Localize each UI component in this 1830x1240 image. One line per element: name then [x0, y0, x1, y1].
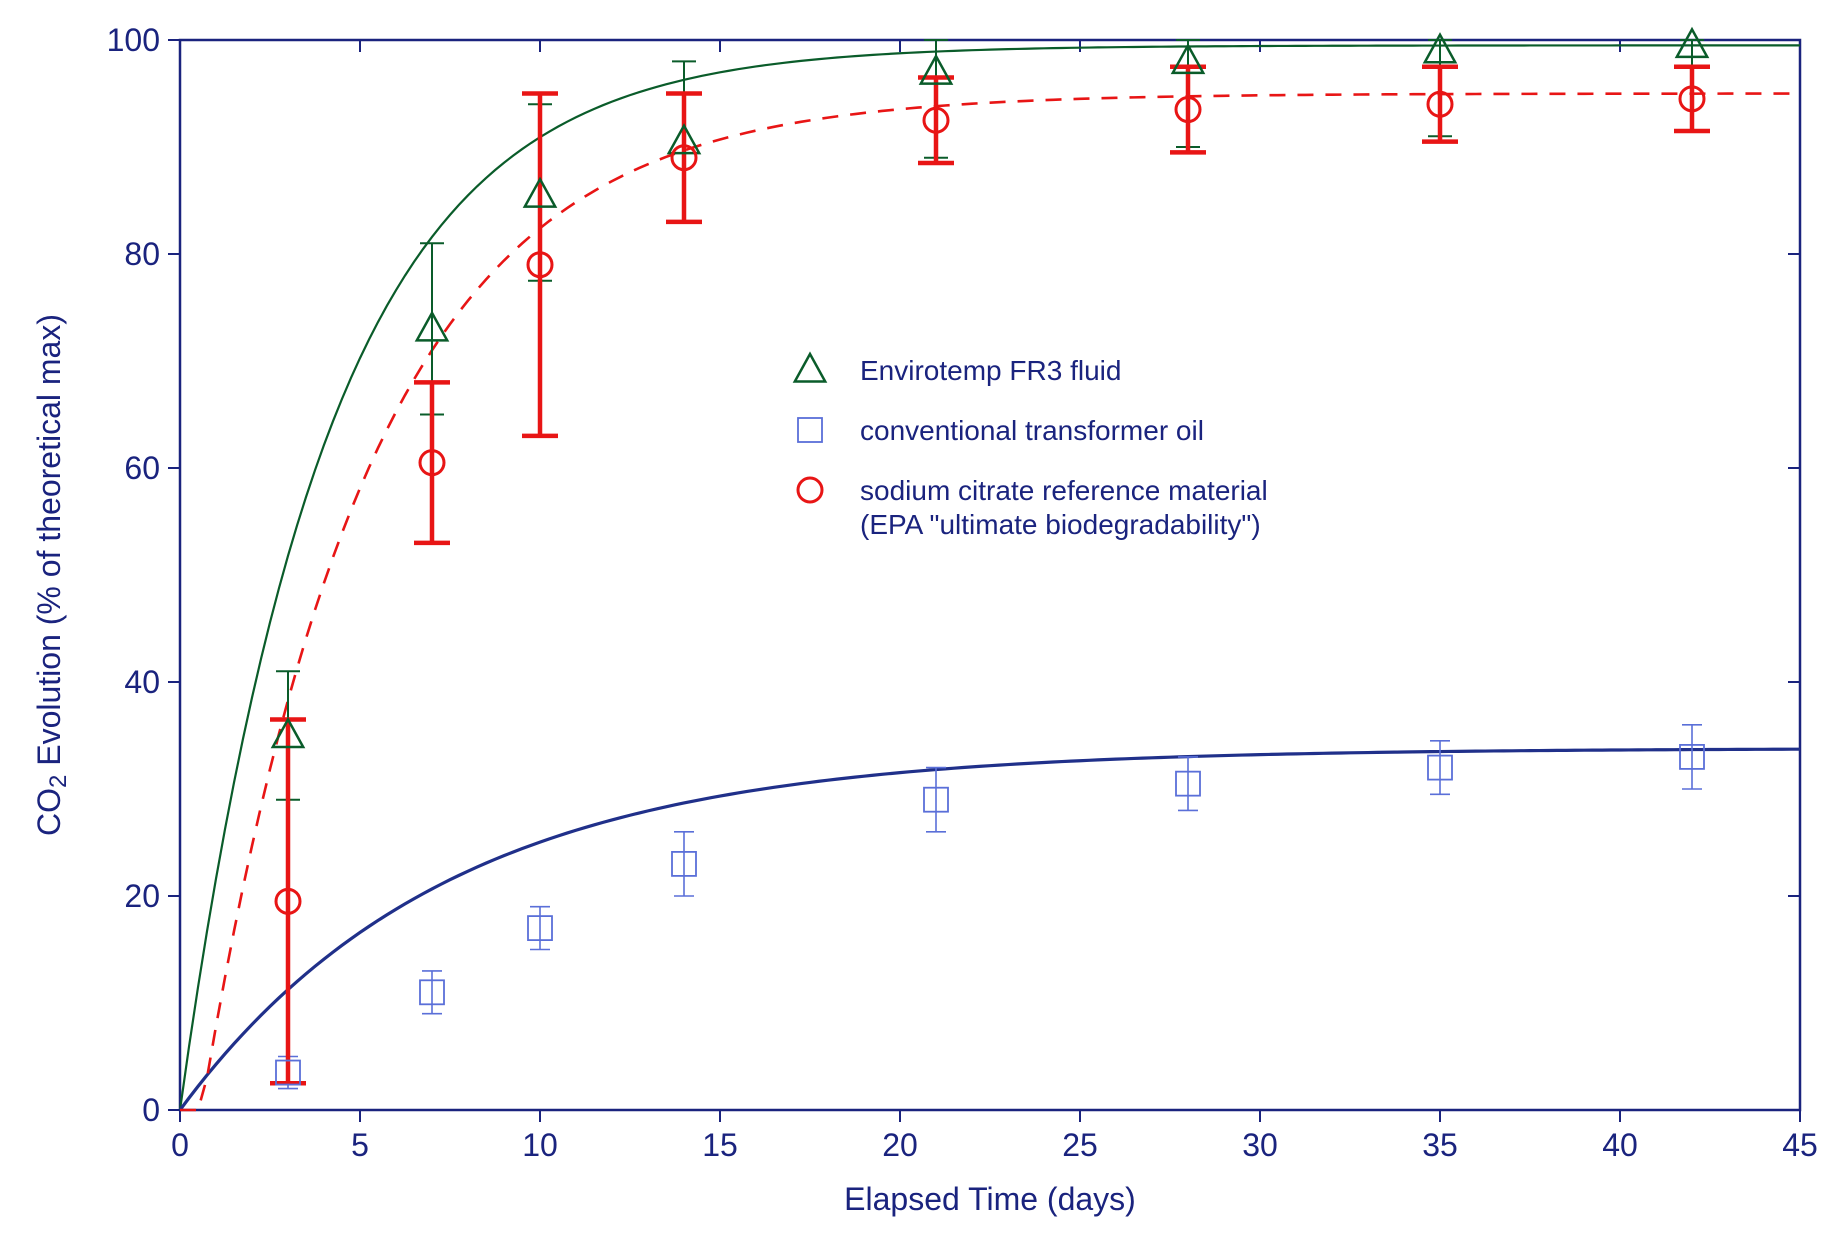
x-tick-label: 30 [1242, 1127, 1278, 1163]
chart-background [0, 0, 1830, 1240]
y-axis-label: CO2 Evolution (% of theoretical max) [31, 314, 72, 836]
x-tick-label: 10 [522, 1127, 558, 1163]
y-tick-label: 20 [124, 878, 160, 914]
y-tick-label: 60 [124, 450, 160, 486]
y-tick-label: 40 [124, 664, 160, 700]
x-tick-label: 25 [1062, 1127, 1098, 1163]
legend-label-envirotemp: Envirotemp FR3 fluid [860, 355, 1121, 386]
legend-label-sodium_citrate: (EPA "ultimate biodegradability") [860, 509, 1261, 540]
x-tick-label: 20 [882, 1127, 918, 1163]
chart-container: 0 5 10 15 20 25 30 35 40 45 0 20 40 60 80 100 Elapsed Ti… [0, 0, 1830, 1240]
x-tick-label: 15 [702, 1127, 738, 1163]
legend-label-conventional: conventional transformer oil [860, 415, 1204, 446]
x-axis-label: Elapsed Time (days) [844, 1181, 1136, 1217]
legend-label-sodium_citrate: sodium citrate reference material [860, 475, 1268, 506]
y-tick-label: 100 [107, 22, 160, 58]
y-tick-label: 80 [124, 236, 160, 272]
x-tick-label: 0 [171, 1127, 189, 1163]
y-tick-label: 0 [142, 1092, 160, 1128]
x-tick-label: 35 [1422, 1127, 1458, 1163]
x-tick-label: 5 [351, 1127, 369, 1163]
biodegradability-chart: 0 5 10 15 20 25 30 35 40 45 0 20 40 60 80 100 Elapsed Ti… [0, 0, 1830, 1240]
x-tick-label: 40 [1602, 1127, 1638, 1163]
x-tick-label: 45 [1782, 1127, 1818, 1163]
